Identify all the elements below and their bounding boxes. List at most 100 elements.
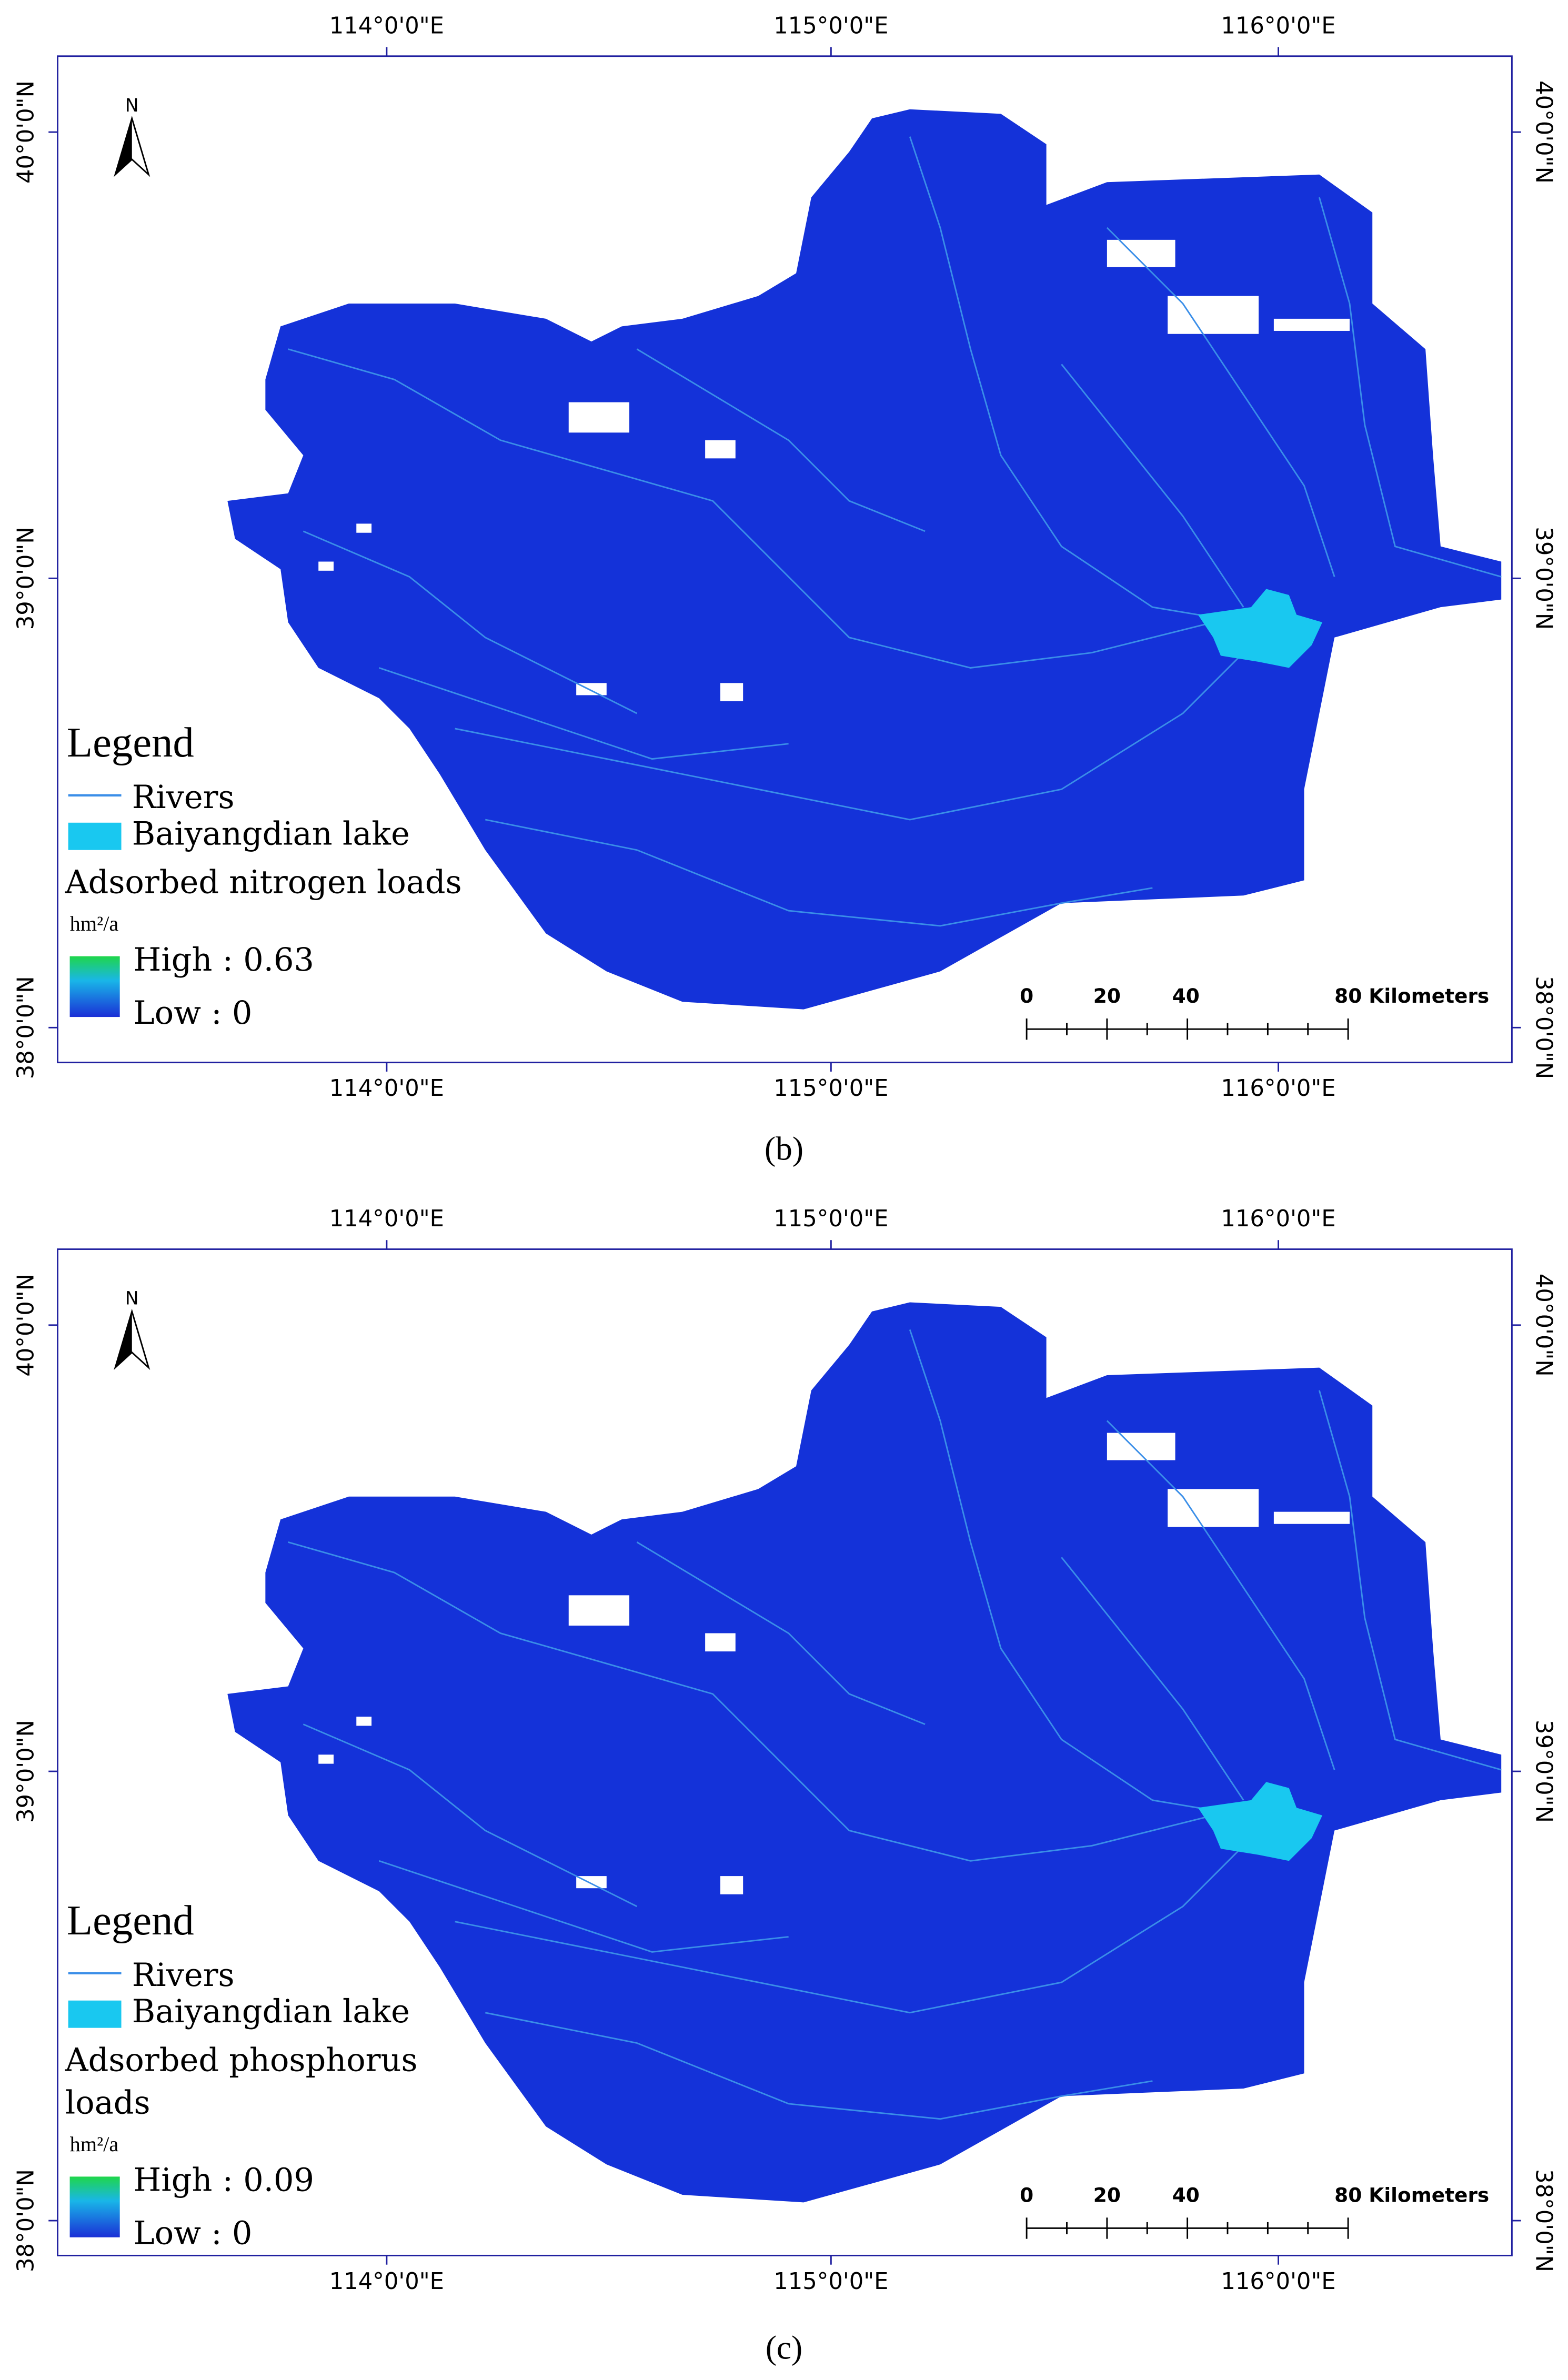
no-data-area — [1168, 1489, 1259, 1527]
no-data-area — [1273, 318, 1350, 331]
river — [303, 1723, 638, 1908]
map-panel: 114°0'0"E 114°0'0"E 115°0'0"E 115°0'0"E 116°… — [13, 1206, 1556, 2366]
baiyangdian-lake — [1198, 1782, 1323, 1861]
legend-ramp — [69, 956, 120, 1017]
x-tick-label: 115°0'0"E — [773, 1206, 888, 1232]
y-tick-label: 39°0'0"N — [1531, 1720, 1557, 1823]
y-tick-label: 40°0'0"N — [1531, 1274, 1557, 1377]
river — [303, 530, 638, 714]
y-tick-label: 39°0'0"N — [13, 527, 39, 630]
no-data-area — [356, 1717, 372, 1726]
river — [288, 348, 1213, 669]
river — [909, 1329, 1244, 1817]
no-data-area — [318, 1754, 334, 1764]
legend-river-label: Rivers — [132, 779, 235, 816]
no-data-area — [1168, 296, 1259, 334]
river — [909, 136, 1244, 623]
x-tick-label: 114°0'0"E — [329, 1075, 444, 1102]
y-tick-label: 40°0'0"N — [13, 1274, 39, 1377]
legend-layer-title: Adsorbed nitrogen loads — [65, 864, 462, 901]
river — [288, 1541, 1213, 1862]
no-data-area — [720, 1876, 743, 1894]
scale-bar-label: 40 — [1172, 984, 1200, 1007]
legend-unit: hm²/a — [70, 912, 119, 935]
river — [1318, 197, 1502, 578]
scale-bar-label: 80 Kilometers — [1334, 984, 1489, 1007]
scale-bar-label: 40 — [1172, 2183, 1200, 2206]
no-data-area — [568, 402, 630, 433]
x-tick-label: 115°0'0"E — [773, 13, 888, 39]
no-data-area — [1107, 239, 1175, 267]
y-tick-label: 39°0'0"N — [1531, 527, 1557, 630]
river — [485, 2012, 1153, 2120]
y-tick-label: 38°0'0"N — [1531, 2169, 1557, 2272]
y-tick-label: 38°0'0"N — [1531, 976, 1557, 1079]
north-label: N — [125, 1288, 139, 1309]
x-tick-label: 116°0'0"E — [1221, 13, 1335, 39]
river — [485, 819, 1153, 927]
y-tick-label: 39°0'0"N — [13, 1720, 39, 1823]
legend-title: Legend — [67, 1897, 194, 1944]
legend-lake-label: Baiyangdian lake — [132, 815, 410, 852]
no-data-area — [568, 1595, 630, 1626]
river — [1061, 364, 1244, 608]
legend-low: Low : 0 — [134, 2215, 253, 2252]
no-data-area — [1273, 1511, 1350, 1524]
map-frame — [57, 1248, 1513, 2256]
no-data-area — [720, 683, 743, 701]
scale-bar-label: 20 — [1093, 2183, 1121, 2206]
panel-caption: (b) — [765, 1130, 803, 1167]
river — [379, 1860, 789, 1953]
x-tick-label: 114°0'0"E — [329, 13, 444, 39]
map-panel: 114°0'0"E 114°0'0"E 115°0'0"E 115°0'0"E 116°… — [13, 13, 1556, 1167]
legend-high: High : 0.09 — [134, 2162, 314, 2199]
basin-area — [227, 109, 1502, 1010]
x-tick-label: 116°0'0"E — [1221, 2268, 1335, 2295]
legend-river-label: Rivers — [132, 1957, 235, 1994]
x-tick-label: 115°0'0"E — [773, 1075, 888, 1102]
scale-bar-label: 20 — [1093, 984, 1121, 1007]
no-data-area — [318, 561, 334, 571]
legend-lake-swatch — [68, 2000, 122, 2028]
x-tick-label: 115°0'0"E — [773, 2268, 888, 2295]
map-frame — [57, 55, 1513, 1064]
river — [636, 348, 926, 532]
scale-bar-label: 0 — [1020, 2183, 1033, 2206]
river — [636, 1541, 926, 1725]
legend-lake-swatch — [68, 822, 122, 850]
river — [455, 637, 1260, 821]
north-arrow-fill — [115, 1311, 132, 1368]
x-tick-label: 114°0'0"E — [329, 2268, 444, 2295]
scale-bar-label: 80 Kilometers — [1334, 2183, 1489, 2206]
legend-unit: hm²/a — [70, 2132, 119, 2156]
legend-layer-title: Adsorbed phosphorus — [65, 2042, 418, 2079]
x-tick-label: 116°0'0"E — [1221, 1075, 1335, 1102]
river — [1318, 1390, 1502, 1771]
legend-title: Legend — [67, 719, 194, 766]
north-label: N — [125, 95, 139, 116]
y-tick-label: 38°0'0"N — [13, 2169, 39, 2272]
y-tick-label: 40°0'0"N — [1531, 80, 1557, 184]
river — [455, 1830, 1260, 2014]
river — [1106, 1420, 1335, 1770]
no-data-area — [356, 523, 372, 533]
baiyangdian-lake — [1198, 589, 1323, 668]
legend-high: High : 0.63 — [134, 942, 314, 979]
river — [379, 667, 789, 760]
x-tick-label: 114°0'0"E — [329, 1206, 444, 1232]
legend-low: Low : 0 — [134, 995, 253, 1032]
river — [1061, 1557, 1244, 1801]
basin-area — [227, 1302, 1502, 2203]
legend-ramp — [69, 2176, 120, 2237]
y-tick-label: 40°0'0"N — [13, 80, 39, 184]
no-data-area — [705, 1633, 736, 1652]
panel-caption: (c) — [766, 2329, 802, 2366]
no-data-area — [705, 440, 736, 459]
legend-layer-title: loads — [65, 2084, 150, 2121]
x-tick-label: 116°0'0"E — [1221, 1206, 1335, 1232]
river — [1106, 227, 1335, 577]
y-tick-label: 38°0'0"N — [13, 976, 39, 1079]
scale-bar-label: 0 — [1020, 984, 1033, 1007]
